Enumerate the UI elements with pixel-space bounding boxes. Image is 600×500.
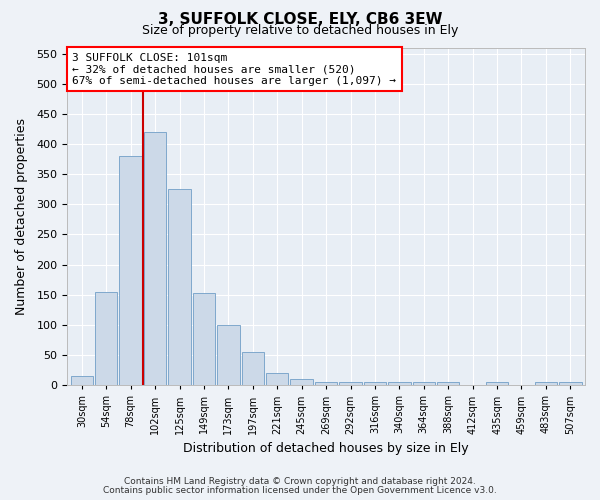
Bar [217,325,239,386]
X-axis label: Distribution of detached houses by size in Ely: Distribution of detached houses by size … [183,442,469,455]
Bar [169,189,191,386]
Bar [242,352,264,386]
Text: Size of property relative to detached houses in Ely: Size of property relative to detached ho… [142,24,458,37]
Text: Contains HM Land Registry data © Crown copyright and database right 2024.: Contains HM Land Registry data © Crown c… [124,477,476,486]
Bar [71,376,93,386]
Text: 3, SUFFOLK CLOSE, ELY, CB6 3EW: 3, SUFFOLK CLOSE, ELY, CB6 3EW [158,12,442,28]
Bar [119,156,142,386]
Bar [437,382,460,386]
Bar [486,382,508,386]
Text: Contains public sector information licensed under the Open Government Licence v3: Contains public sector information licen… [103,486,497,495]
Bar [95,292,118,386]
Bar [315,382,337,386]
Bar [290,379,313,386]
Bar [266,373,289,386]
Bar [144,132,166,386]
Bar [193,293,215,386]
Bar [559,382,581,386]
Bar [535,382,557,386]
Text: 3 SUFFOLK CLOSE: 101sqm
← 32% of detached houses are smaller (520)
67% of semi-d: 3 SUFFOLK CLOSE: 101sqm ← 32% of detache… [73,52,397,86]
Bar [339,382,362,386]
Bar [388,382,410,386]
Bar [364,382,386,386]
Y-axis label: Number of detached properties: Number of detached properties [15,118,28,315]
Bar [413,382,435,386]
